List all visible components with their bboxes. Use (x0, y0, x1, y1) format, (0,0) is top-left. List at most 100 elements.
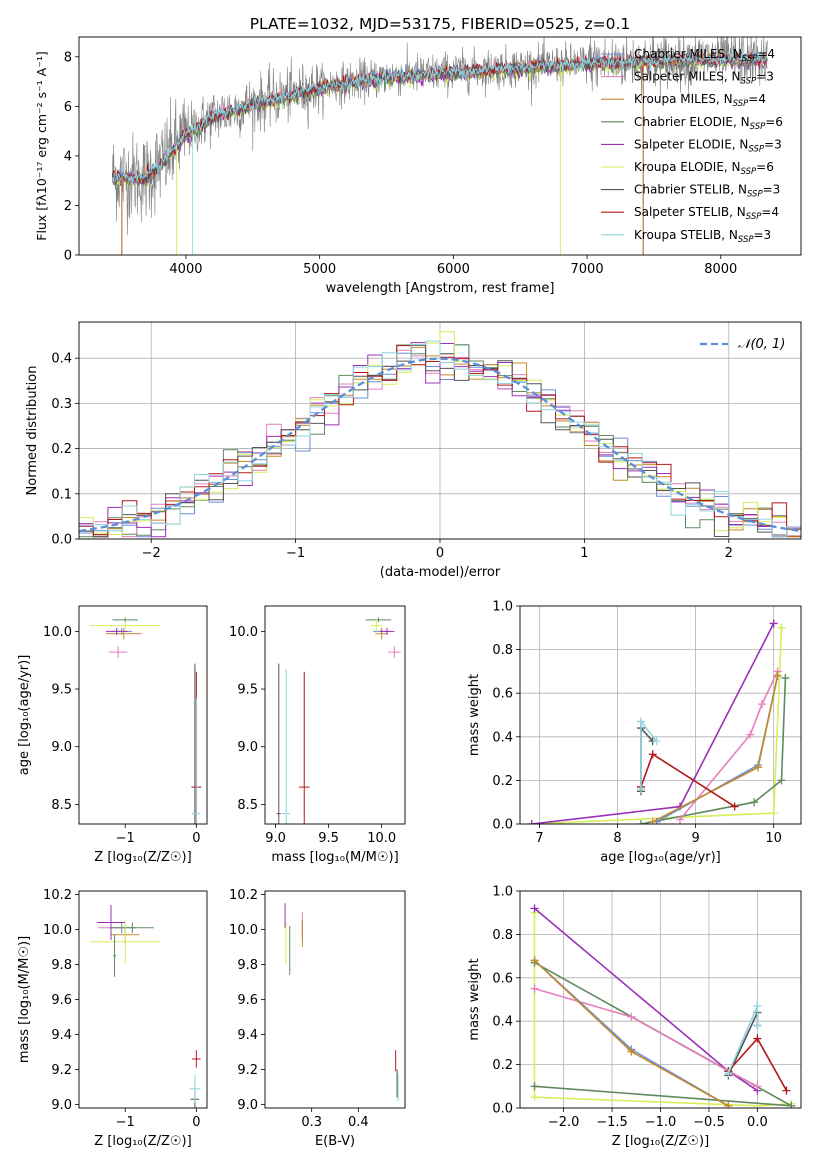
age_mass-x-tick-label: 9.0 (265, 831, 286, 846)
legend-value: =3 (754, 228, 772, 242)
age_z-y-axis-label: age [log₁₀(age/yr)] (17, 655, 32, 776)
legend-entry: Chabrier ELODIE, NSSP=6 (634, 115, 783, 132)
mass-weight-kroupa-miles-line (652, 675, 779, 823)
age_mass-y-tick-label: 9.5 (237, 683, 258, 698)
mass-weight-marker (777, 776, 786, 785)
residual-kroupa-elodie-histogram (79, 331, 801, 538)
age_z-plot-area (89, 617, 202, 824)
age_mass-y-tick-label: 8.5 (237, 798, 258, 813)
residuals-x-axis-label: (data-model)/error (380, 565, 501, 580)
mw_z-frame (519, 890, 802, 1109)
legend-subscript: SSP (738, 235, 754, 245)
mass-weight-marker (627, 1012, 636, 1021)
spectrum-y-tick-label: 4 (64, 149, 72, 164)
mass-weight-marker (530, 956, 539, 965)
residuals-frame (78, 321, 802, 540)
mass_z-y-axis-label: mass [log₁₀(M/M☉)] (17, 936, 32, 1063)
age_mass-frame (264, 605, 406, 825)
legend-entry: Salpeter STELIB, NSSP=4 (634, 205, 779, 222)
spectrum-y-tick-label: 2 (64, 199, 72, 214)
legend-text: Kroupa ELODIE, N (634, 160, 741, 174)
mw_z-y-tick-label: 0.8 (492, 928, 513, 943)
residuals-x-tick-label: 2 (725, 546, 733, 561)
mass-weight-marker (746, 730, 755, 739)
mass-weight-marker (676, 815, 685, 824)
mw_z-y-tick-label: 0.6 (492, 971, 513, 986)
mass_z-y-tick-label: 10.2 (43, 888, 72, 903)
mass_z-plot-area (89, 905, 201, 1108)
mw_age-y-tick-label: 1.0 (492, 600, 513, 615)
residuals-chart: −2 −1 0 1 2 0.0 0.1 0.2 0.3 0.4 (data-model)/error… (25, 321, 802, 580)
legend-text: Chabrier ELODIE, N (634, 115, 750, 129)
mass_z-y-tick-label: 9.6 (51, 993, 72, 1008)
residuals-y-tick-label: 0.2 (51, 442, 72, 457)
gaussian-legend-label: 𝒩(0, 1) (738, 337, 785, 352)
mw_age-plot-area (527, 619, 790, 824)
age_mass-x-tick-label: 9.5 (318, 831, 339, 846)
spectrum-chart: 4000 5000 6000 7000 8000 0 2 4 6 8 wavelength [Ang… (34, 36, 802, 296)
mass_ebv-frame (264, 890, 406, 1109)
legend-entry: Kroupa ELODIE, NSSP=6 (634, 160, 774, 177)
mass_z-y-tick-label: 9.2 (51, 1063, 72, 1078)
mw_z-y-axis-label: mass weight (467, 958, 482, 1040)
age_mass-plot-area (276, 617, 401, 824)
residuals-y-tick-label: 0.1 (51, 487, 72, 502)
age_z-y-tick-label: 9.0 (51, 740, 72, 755)
legend-value: =4 (748, 92, 766, 106)
mw_age-y-axis-label: mass weight (467, 674, 482, 756)
mass_z-chart: −1 0 9.0 9.2 9.4 9.6 9.8 10.0 10.2 Z [log₁₀(Z/Z☉)… (17, 888, 208, 1149)
residuals-y-tick-label: 0.4 (51, 352, 72, 367)
legend-value: =6 (756, 160, 774, 174)
legend-entry: Kroupa MILES, NSSP=4 (634, 92, 766, 109)
mass-weight-marker (782, 1086, 791, 1095)
mw_age-chart: 7 8 9 10 0.0 0.2 0.4 0.6 0.8 1.0 age [log₁₀(age/yr… (467, 600, 802, 865)
mass-weight-chabrier-miles-line (656, 675, 779, 823)
legend-entry: Salpeter MILES, NSSP=3 (634, 70, 774, 87)
mass-weight-marker (757, 700, 766, 709)
mass_ebv-chart: 0.3 0.4 9.0 9.2 9.4 9.6 9.8 10.0 10.2 E(B-V) (229, 888, 406, 1149)
mw_z-y-tick-label: 0.0 (492, 1102, 513, 1117)
spectrum-x-tick-label: 8000 (704, 262, 737, 277)
mass_ebv-y-tick-label: 9.4 (237, 1028, 258, 1043)
legend-subscript: SSP (733, 99, 749, 109)
spectrum-plot-area (111, 37, 768, 255)
mw_z-x-tick-label: −0.5 (693, 1115, 725, 1130)
legend-subscript: SSP (746, 212, 762, 222)
mass-weight-marker (753, 1082, 762, 1091)
mass-weight-salpeter-miles-line (534, 987, 758, 1088)
residuals-x-tick-label: −1 (286, 546, 305, 561)
mass-weight-marker (648, 817, 657, 824)
mass_z-x-tick-label: −1 (116, 1115, 135, 1130)
mw_age-y-tick-label: 0.4 (492, 730, 513, 745)
mass_z-y-tick-label: 9.0 (51, 1098, 72, 1113)
mass_z-frame (78, 890, 208, 1109)
mass_ebv-x-tick-label: 0.3 (301, 1115, 322, 1130)
spectrum-y-tick-label: 0 (64, 249, 72, 264)
mass-weight-marker (652, 737, 661, 746)
mass_ebv-y-tick-label: 9.8 (237, 958, 258, 973)
age_z-y-tick-label: 10.0 (43, 625, 72, 640)
age_z-y-tick-label: 9.5 (51, 683, 72, 698)
mass-weight-marker (724, 1069, 733, 1078)
mass_z-y-tick-label: 9.4 (51, 1028, 72, 1043)
mw_age-y-tick-label: 0.6 (492, 687, 513, 702)
residuals-plot-area (79, 331, 801, 538)
legend-value: =4 (757, 47, 775, 61)
mass-weight-marker (636, 785, 645, 794)
mass-weight-marker (750, 798, 759, 807)
mass_ebv-x-tick-label: 0.4 (348, 1115, 369, 1130)
age_z-chart: −1 0 8.5 9.0 9.5 10.0 Z [log₁₀(Z/Z☉)] age [log₁… (17, 605, 208, 865)
mw_age-x-tick-label: 7 (535, 831, 543, 846)
mass-weight-chabrier-elodie-line (640, 677, 787, 824)
legend-text: Kroupa STELIB, N (634, 228, 738, 242)
mw_age-x-tick-label: 10 (765, 831, 782, 846)
residuals-y-tick-label: 0.3 (51, 397, 72, 412)
mass_z-x-tick-label: 0 (192, 1115, 200, 1130)
age_mass-x-tick-label: 10.0 (367, 831, 396, 846)
age_z-x-axis-label: Z [log₁₀(Z/Z☉)] (94, 850, 191, 865)
legend-text: Salpeter STELIB, N (634, 205, 746, 219)
mass-weight-marker (636, 820, 645, 824)
mw_age-y-tick-label: 0.2 (492, 774, 513, 789)
legend-entry: Chabrier MILES, NSSP=4 (634, 47, 775, 64)
